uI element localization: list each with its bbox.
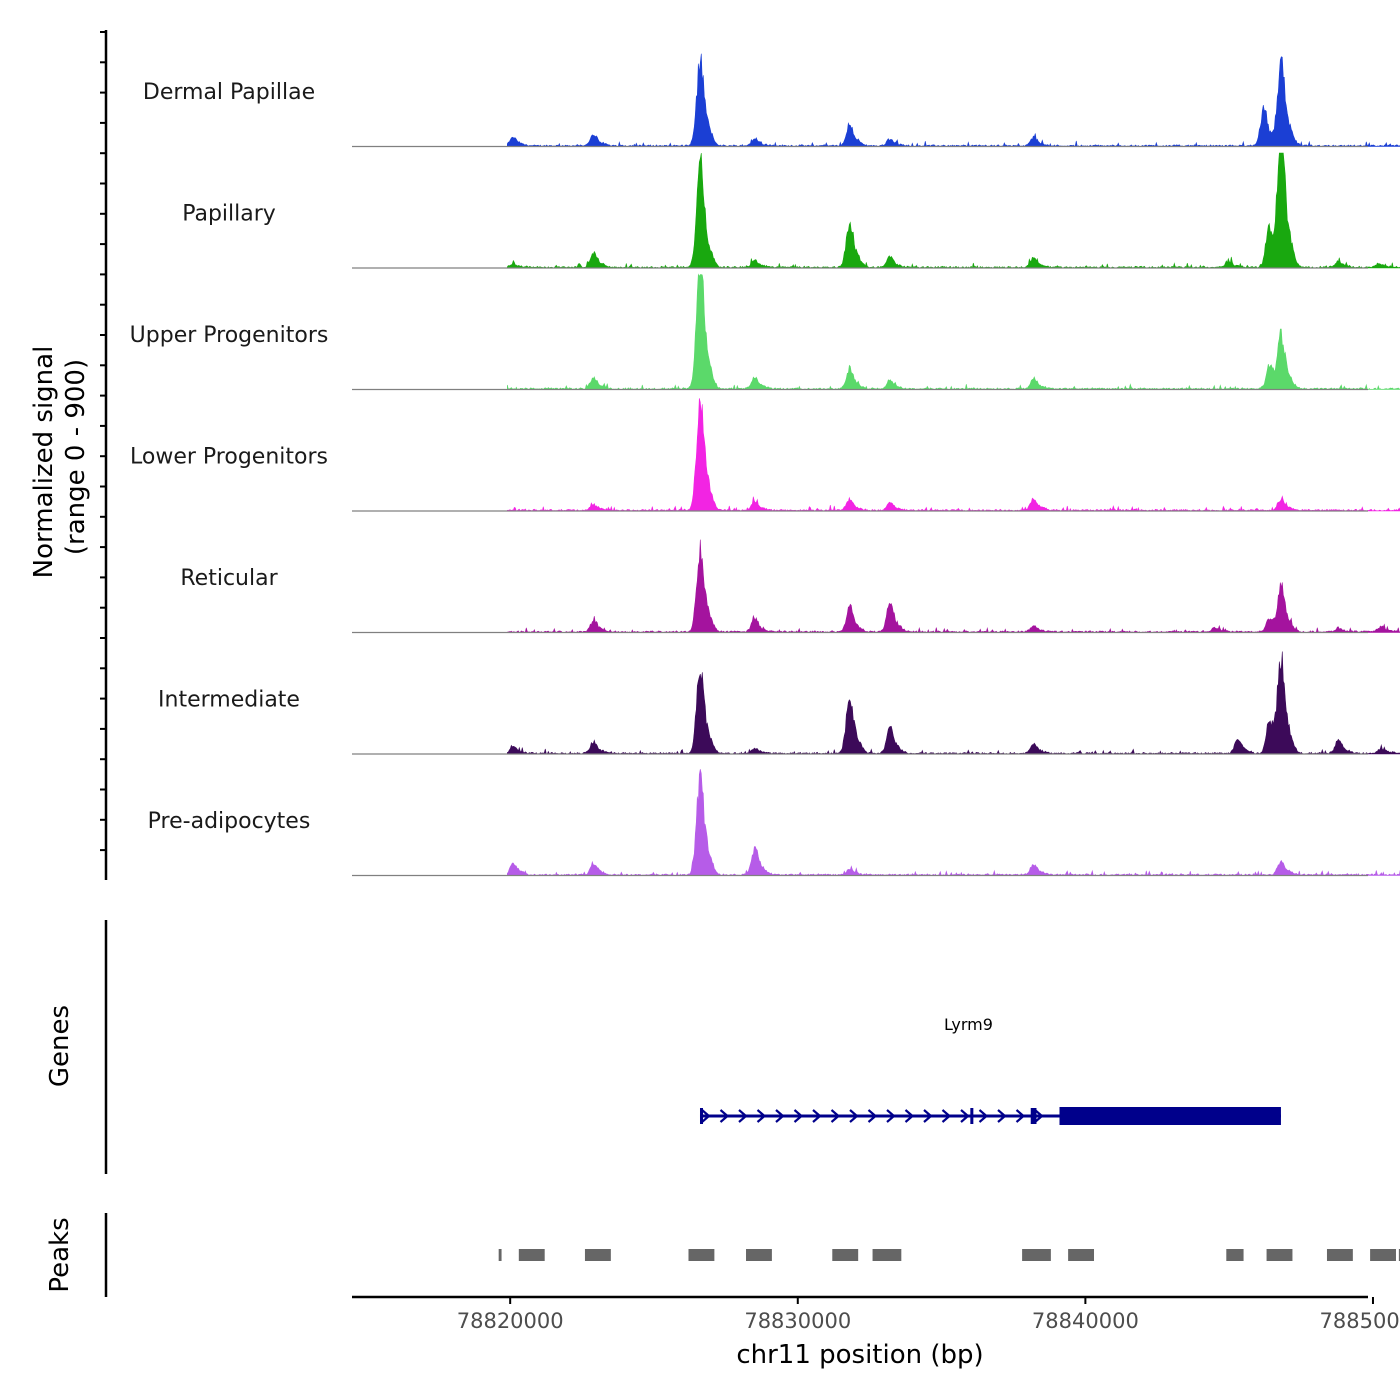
strand-arrow: [923, 1109, 933, 1123]
peak-region: [746, 1249, 772, 1261]
strand-arrow: [1034, 1109, 1044, 1123]
coverage-track: Papillary: [182, 152, 1400, 269]
strand-arrow: [904, 1109, 915, 1123]
strand-arrow: [849, 1109, 859, 1123]
coverage-track: Lower Progenitors: [130, 398, 1400, 512]
coverage-track: Intermediate: [158, 651, 1400, 755]
x-tick-label: 78830000: [744, 1309, 851, 1333]
peaks-label: Peaks: [45, 1217, 75, 1292]
strand-arrow: [978, 1109, 989, 1123]
gene-model: Lyrm9: [699, 1015, 1281, 1125]
coverage-track: Dermal Papillae: [143, 53, 1400, 148]
x-tick-label: 78820000: [457, 1309, 564, 1333]
peak-region: [832, 1249, 859, 1261]
peak-region: [1226, 1249, 1244, 1261]
gene-exon: [699, 1108, 703, 1124]
coverage-panel: Normalized signal (range 0 - 900) Dermal P…: [29, 30, 1400, 880]
track-label: Reticular: [180, 566, 278, 591]
y-axis-subtitle: (range 0 - 900): [61, 359, 91, 555]
x-axis-title: chr11 position (bp): [736, 1340, 983, 1370]
strand-arrow: [701, 1109, 711, 1123]
strand-arrow: [886, 1109, 896, 1123]
track-label: Pre-adipocytes: [148, 809, 311, 834]
coverage-area: [506, 769, 1400, 877]
peak-region: [498, 1249, 502, 1261]
peak-region: [1398, 1249, 1400, 1261]
strand-arrow: [719, 1109, 730, 1123]
coverage-area: [506, 398, 1400, 512]
y-axis-title: Normalized signal: [29, 346, 59, 579]
strand-arrow: [775, 1109, 785, 1123]
coverage-track: Reticular: [180, 539, 1400, 634]
x-axis: 78820000 78830000 78840000 78850000 chr11 po…: [352, 1295, 1400, 1370]
peak-region: [584, 1249, 611, 1261]
strand-arrow: [997, 1109, 1007, 1123]
x-tick-label: 78840000: [1032, 1309, 1139, 1333]
strand-arrow: [812, 1109, 822, 1123]
coverage-area: [507, 273, 1400, 391]
gene-exon: [970, 1108, 974, 1124]
gene-panel: Genes Lyrm9: [45, 920, 1281, 1174]
peak-region: [1326, 1249, 1353, 1261]
peak-region: [1068, 1249, 1095, 1261]
strand-arrow: [756, 1109, 767, 1123]
gene-name: Lyrm9: [944, 1015, 993, 1034]
strand-arrow: [941, 1109, 952, 1123]
track-label: Upper Progenitors: [130, 323, 329, 348]
peak-region: [518, 1249, 545, 1261]
coverage-area: [506, 539, 1400, 634]
peak-region: [1022, 1249, 1051, 1261]
genes-label: Genes: [45, 1005, 75, 1087]
gene-exon: [1030, 1108, 1037, 1124]
track-label: Lower Progenitors: [130, 445, 328, 470]
strand-arrow: [793, 1109, 804, 1123]
peak-region: [688, 1249, 715, 1261]
x-tick-label: 78850000: [1320, 1309, 1400, 1333]
coverage-area: [506, 53, 1400, 148]
strand-arrow: [960, 1109, 970, 1123]
coverage-area: [506, 651, 1400, 755]
gene-exon: [1059, 1107, 1281, 1125]
strand-arrow: [1015, 1109, 1026, 1123]
peak-panel: Peaks: [45, 1213, 1400, 1297]
peak-region: [872, 1249, 902, 1261]
strand-arrow: [738, 1109, 748, 1123]
strand-arrow: [830, 1109, 841, 1123]
track-label: Dermal Papillae: [143, 80, 315, 105]
track-label: Papillary: [182, 202, 276, 227]
track-label: Intermediate: [158, 688, 300, 713]
coverage-track: Pre-adipocytes: [148, 769, 1400, 877]
peak-region: [1370, 1249, 1396, 1261]
strand-arrow: [867, 1109, 878, 1123]
peak-region: [1266, 1249, 1293, 1261]
coverage-track: Upper Progenitors: [130, 273, 1400, 391]
coverage-area: [506, 152, 1400, 269]
